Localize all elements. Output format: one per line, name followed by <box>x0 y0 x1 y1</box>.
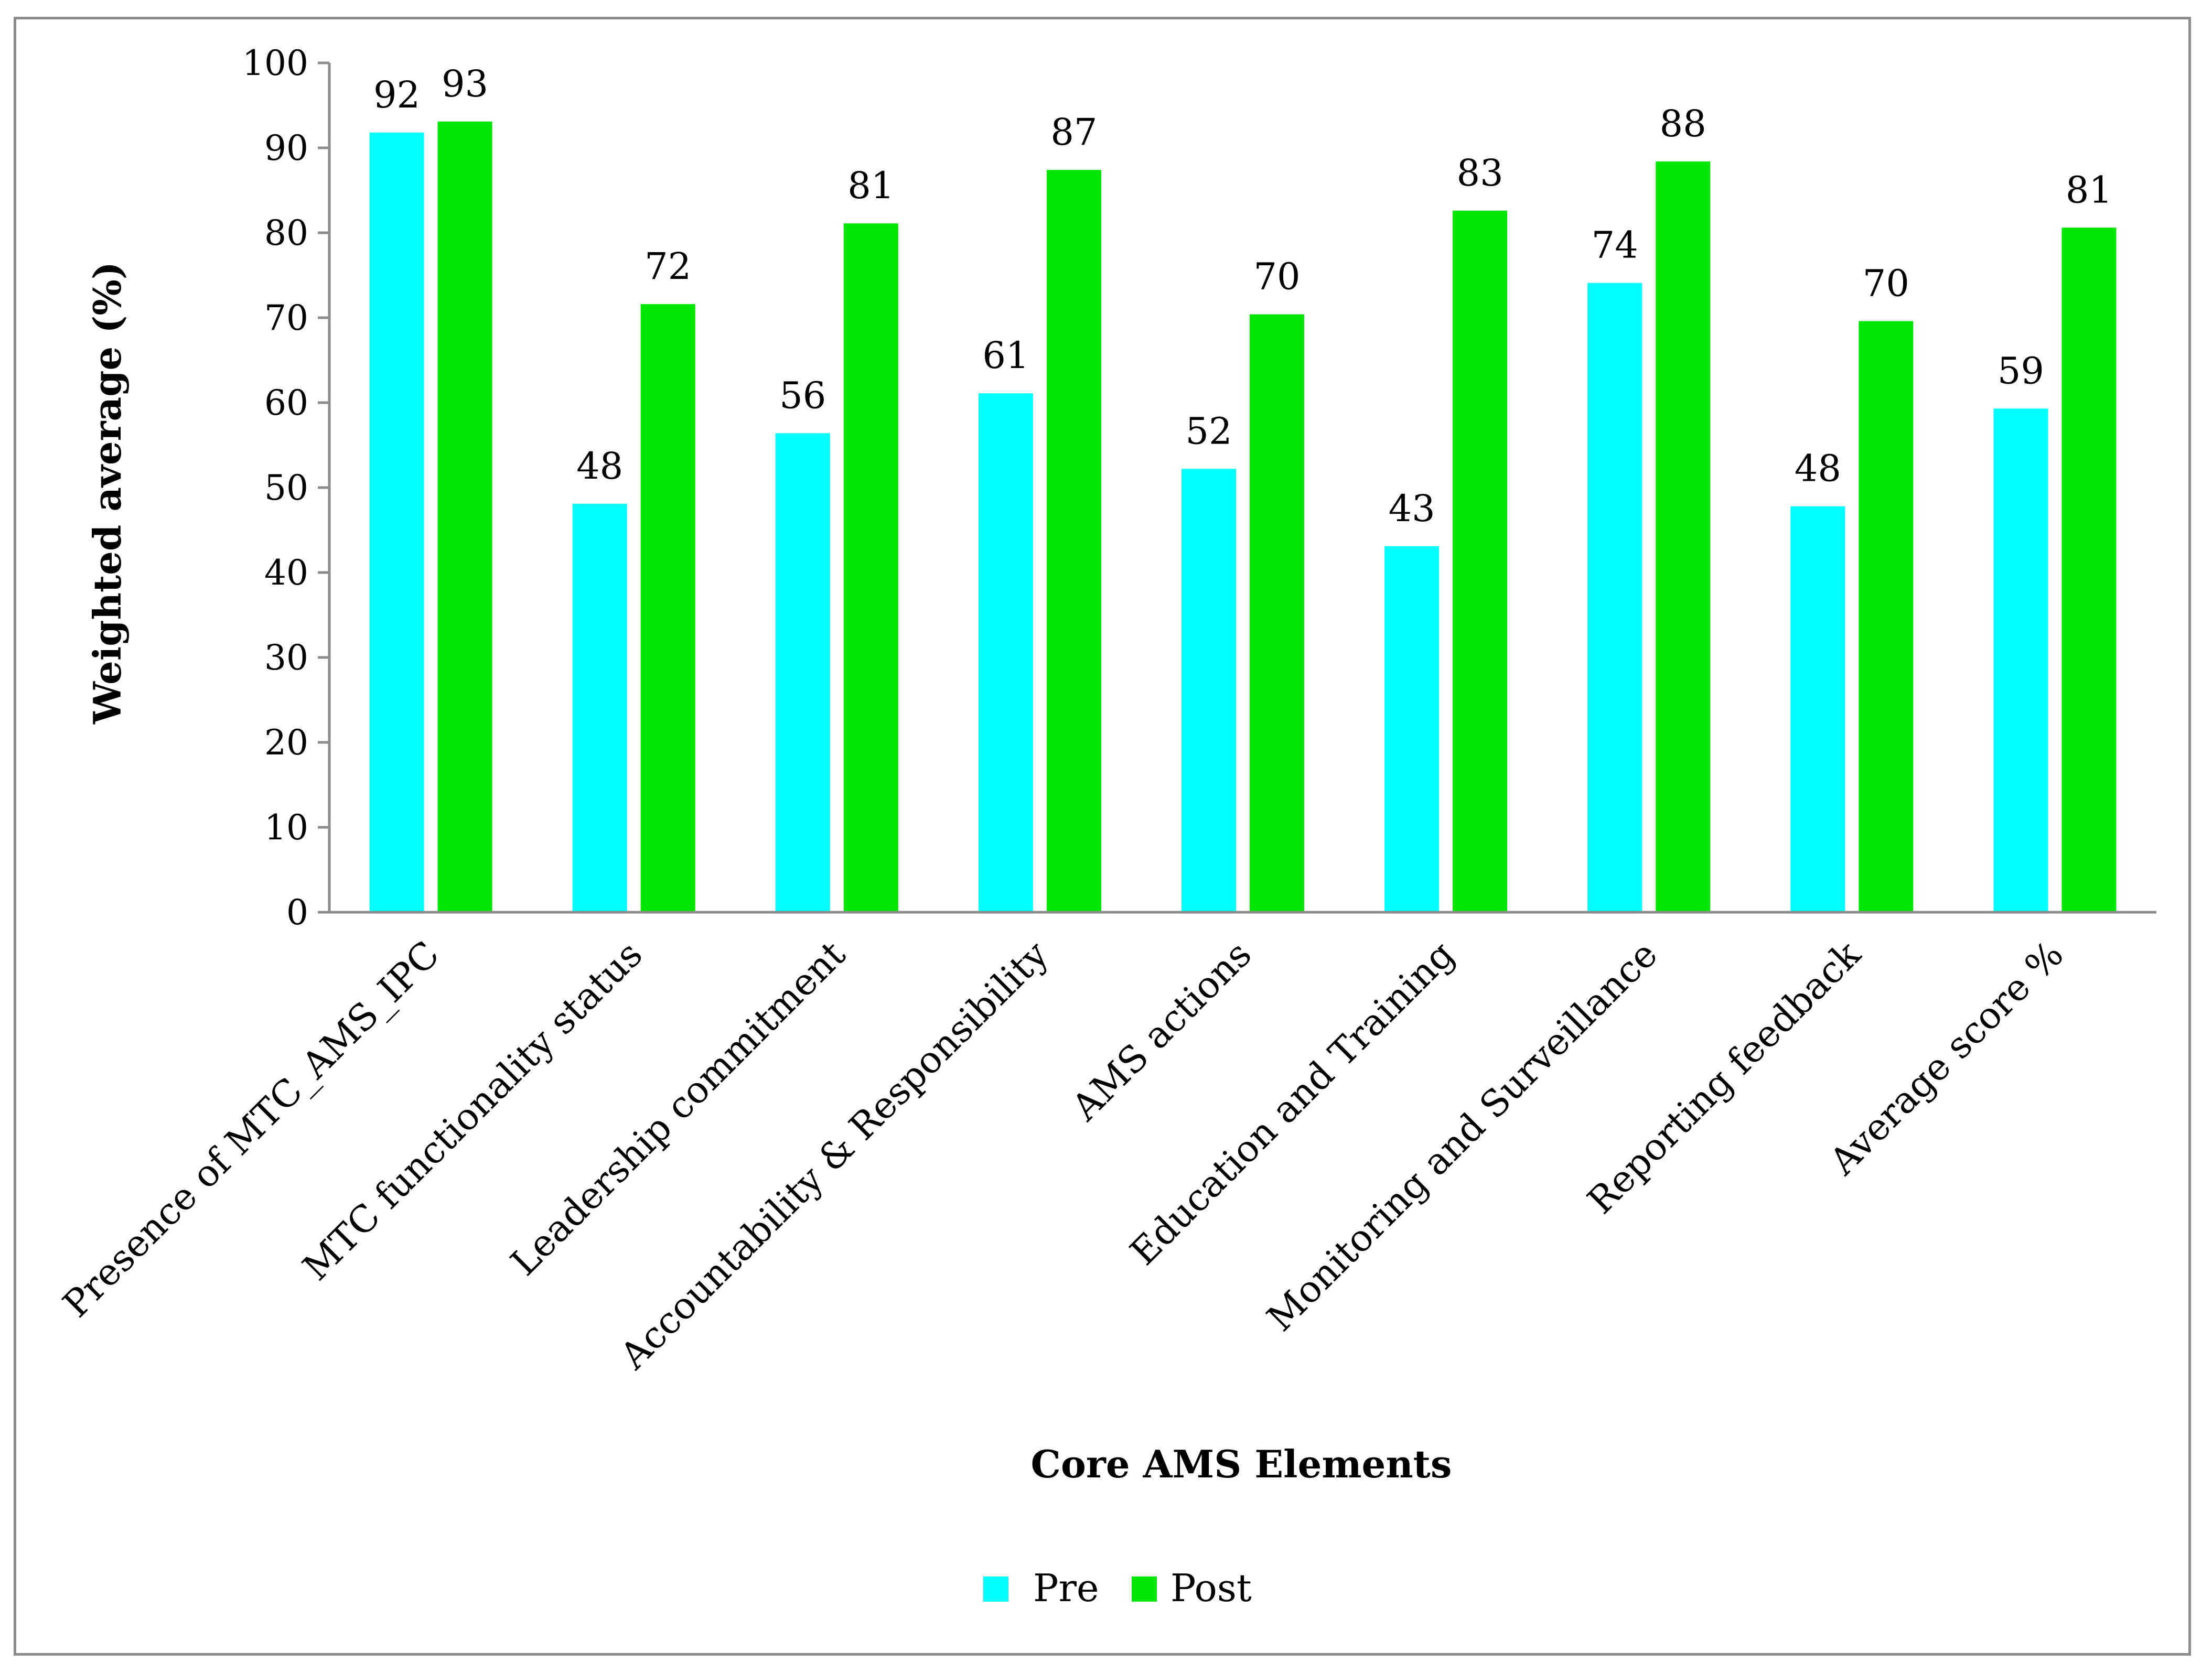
y-tick-label: 70 <box>264 298 308 338</box>
bar-post <box>1859 321 1914 912</box>
bar-post <box>640 304 695 912</box>
category-label: MTC functionality status <box>294 933 650 1289</box>
bar-pre <box>978 393 1033 912</box>
data-label-post: 93 <box>442 62 488 105</box>
bar-post <box>843 223 898 913</box>
data-label-post: 81 <box>2066 168 2112 211</box>
bar-pre <box>572 503 627 912</box>
legend: Pre Post <box>983 1566 1252 1610</box>
y-tick-label: 30 <box>264 638 308 678</box>
bar-pre <box>369 132 424 913</box>
y-axis-ticks: 0 10 20 30 40 50 60 70 80 90 100 <box>242 43 329 933</box>
y-tick-label: 80 <box>264 213 308 253</box>
data-label-pre: 56 <box>779 374 826 417</box>
y-tick-label: 50 <box>264 468 308 508</box>
data-label-pre: 61 <box>982 334 1029 377</box>
category-label: Leadership commitment <box>502 933 854 1284</box>
x-axis-title: Core AMS Elements <box>1031 1442 1452 1486</box>
bar-pre <box>1587 283 1642 912</box>
data-label-pre: 48 <box>576 445 623 488</box>
data-label-post: 72 <box>645 245 691 288</box>
legend-swatch-post <box>1132 1576 1157 1602</box>
category-label: AMS actions <box>1063 933 1260 1129</box>
legend-swatch-pre <box>983 1576 1008 1602</box>
data-label-pre: 59 <box>1998 349 2044 392</box>
data-label-pre: 92 <box>373 73 420 116</box>
bar-post <box>437 121 492 912</box>
legend-label-pre: Pre <box>1033 1566 1099 1610</box>
bar-post <box>1656 161 1711 912</box>
bar-post <box>1453 210 1508 912</box>
category-label: Presence of MTC_AMS_IPC <box>55 933 448 1326</box>
bar-pre <box>1182 469 1236 912</box>
data-label-post: 88 <box>1660 102 1706 145</box>
y-tick-label: 60 <box>264 383 308 423</box>
bar-post <box>1250 314 1304 912</box>
bar-post <box>2061 228 2117 912</box>
data-label-pre: 43 <box>1389 487 1435 530</box>
bar-pre <box>1790 506 1845 912</box>
y-axis-title: Weighted average (%) <box>85 262 130 725</box>
y-tick-label: 100 <box>242 43 308 83</box>
bars <box>369 121 2117 913</box>
y-tick-label: 40 <box>264 553 308 593</box>
y-tick-label: 10 <box>264 807 308 848</box>
data-label-pre: 48 <box>1795 447 1841 490</box>
y-tick-label: 20 <box>264 722 308 763</box>
y-tick-label: 0 <box>286 892 308 933</box>
data-label-post: 83 <box>1457 152 1504 195</box>
bar-pre <box>1384 546 1440 912</box>
y-tick-label: 90 <box>264 128 308 168</box>
bar-post <box>1046 170 1101 912</box>
data-label-pre: 74 <box>1592 224 1638 267</box>
data-label-pre: 52 <box>1185 409 1232 452</box>
data-label-post: 70 <box>1253 255 1300 298</box>
data-label-post: 81 <box>847 164 894 207</box>
legend-label-post: Post <box>1171 1566 1252 1610</box>
category-label: Education and Training <box>1122 933 1463 1273</box>
data-labels: 92 93 48 72 56 81 61 87 52 70 43 83 74 88 48 70 59 81 <box>373 62 2112 530</box>
category-label: Accountability & Responsibility <box>611 933 1057 1378</box>
bar-pre <box>775 433 830 912</box>
data-label-post: 87 <box>1050 111 1097 154</box>
data-label-post: 70 <box>1863 262 1909 305</box>
category-label: Monitoring and Surveillance <box>1259 933 1666 1340</box>
bar-pre <box>1993 408 2048 912</box>
